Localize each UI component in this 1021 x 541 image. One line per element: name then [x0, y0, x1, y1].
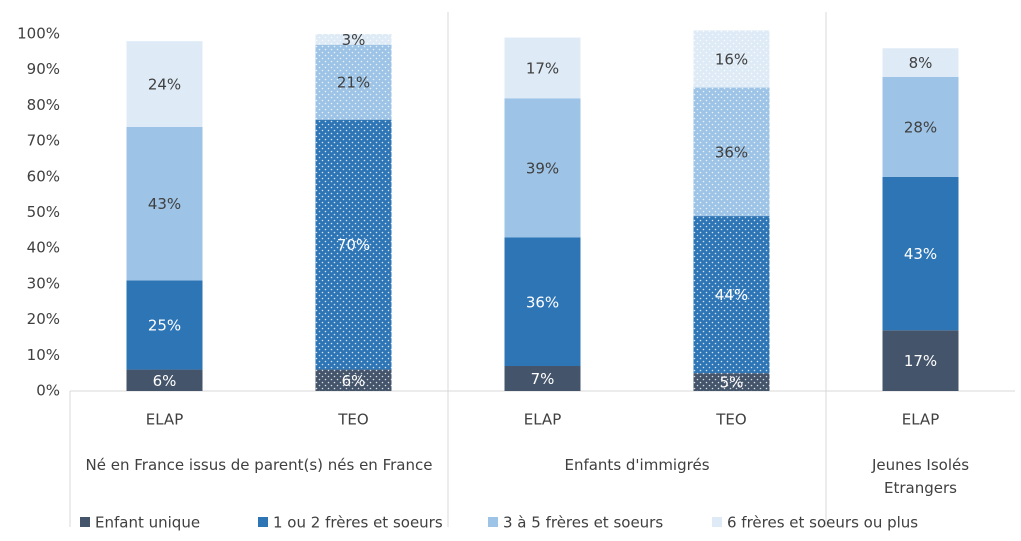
- legend-swatch: [488, 517, 498, 527]
- y-tick-label: 60%: [27, 167, 60, 185]
- bar-segment: [315, 34, 392, 45]
- legend-swatch: [712, 517, 722, 527]
- value-label: 39%: [526, 159, 559, 177]
- x-tick-label: ELAP: [524, 411, 562, 429]
- value-label: 6%: [153, 372, 177, 390]
- bar-segment: [315, 44, 392, 120]
- bar-segment: [693, 373, 770, 391]
- bar-segment: [693, 216, 770, 374]
- bar-segment: [504, 237, 581, 367]
- x-tick-label: TEO: [715, 411, 746, 429]
- y-tick-label: 90%: [27, 60, 60, 78]
- bar-segment: [882, 76, 959, 177]
- bar-segment: [882, 330, 959, 391]
- value-label: 17%: [904, 352, 937, 370]
- legend-swatch: [80, 517, 90, 527]
- x-tick-label: TEO: [337, 411, 368, 429]
- value-label: 36%: [715, 143, 748, 161]
- value-label: 7%: [531, 370, 555, 388]
- bar-segment: [504, 366, 581, 391]
- bar-segment: [126, 280, 203, 370]
- x-tick-label: ELAP: [902, 411, 940, 429]
- value-label: 8%: [909, 54, 933, 72]
- value-label: 24%: [148, 75, 181, 93]
- bar-segment: [504, 98, 581, 238]
- bar-segment: [126, 126, 203, 281]
- y-tick-label: 0%: [36, 382, 60, 400]
- value-label: 43%: [148, 195, 181, 213]
- bar-segment: [693, 87, 770, 217]
- y-tick-label: 70%: [27, 132, 60, 150]
- y-tick-label: 50%: [27, 203, 60, 221]
- y-tick-label: 20%: [27, 310, 60, 328]
- y-tick-label: 10%: [27, 346, 60, 364]
- legend-label: 1 ou 2 frères et soeurs: [273, 514, 443, 532]
- y-tick-label: 30%: [27, 274, 60, 292]
- y-tick-label: 40%: [27, 239, 60, 257]
- legend-swatch: [258, 517, 268, 527]
- value-label: 70%: [337, 236, 370, 254]
- legend-label: 6 frères et soeurs ou plus: [727, 514, 918, 532]
- group-label: Enfants d'immigrés: [564, 456, 710, 474]
- bar-segment: [693, 30, 770, 88]
- bar-segment: [126, 369, 203, 391]
- value-label: 44%: [715, 286, 748, 304]
- bar-segment: [504, 37, 581, 99]
- bar-segment: [126, 41, 203, 127]
- bar-segment: [882, 48, 959, 77]
- group-label: Jeunes Isolés Etrangers: [871, 456, 970, 497]
- value-label: 5%: [720, 374, 744, 392]
- bar-segment: [315, 369, 392, 391]
- value-label: 21%: [337, 74, 370, 92]
- bar-segment: [882, 176, 959, 331]
- value-label: 16%: [715, 50, 748, 68]
- x-tick-label: ELAP: [146, 411, 184, 429]
- legend-label: 3 à 5 frères et soeurs: [503, 514, 663, 532]
- value-label: 6%: [342, 372, 366, 390]
- value-label: 36%: [526, 293, 559, 311]
- y-tick-label: 80%: [27, 96, 60, 114]
- legend-label: Enfant unique: [95, 514, 200, 532]
- group-label: Né en France issus de parent(s) nés en F…: [85, 456, 433, 474]
- bar-segment: [315, 119, 392, 370]
- value-label: 43%: [904, 245, 937, 263]
- value-label: 3%: [342, 31, 366, 49]
- value-label: 17%: [526, 59, 559, 77]
- value-label: 25%: [148, 316, 181, 334]
- value-label: 28%: [904, 118, 937, 136]
- y-tick-label: 100%: [17, 25, 60, 43]
